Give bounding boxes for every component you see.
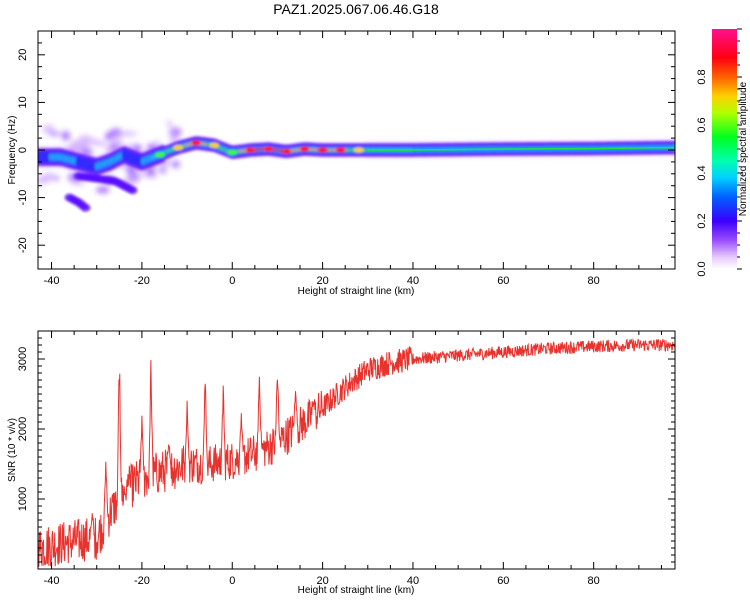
spectrogram-ytick-label: -20 — [17, 237, 29, 253]
spectrogram-scatter-cell — [95, 140, 108, 147]
snr-xtick-label: -40 — [44, 575, 60, 587]
spectrogram-scatter-cell — [129, 175, 138, 186]
spectrogram-scatter-cell — [142, 173, 150, 179]
snr-panel: -40 -20 0 20 40 60 80 1000 2000 3000 Height of st… — [7, 330, 676, 596]
spectrogram-xtick-label: -20 — [134, 275, 150, 287]
spectrogram-scatter-cell — [169, 135, 180, 144]
spectrogram-scatter-cell — [38, 175, 51, 185]
spectrogram-ylabel: Frequency (Hz) — [7, 116, 18, 185]
spectrogram-ticks: -40 -20 0 20 40 60 80 -20 -10 0 10 20 — [17, 30, 675, 287]
snr-xtick-label: 0 — [229, 575, 235, 587]
spectrogram-ridge-line — [367, 146, 675, 151]
spectrogram-ytick-label: -10 — [17, 190, 29, 206]
spectrogram-xtick-label: 80 — [588, 275, 600, 287]
spectrogram-scatter-cell — [73, 180, 86, 185]
spectrogram-hotspot — [263, 146, 274, 152]
spectrogram-hotspot — [281, 148, 292, 155]
snr-xtick-label: -20 — [134, 575, 150, 587]
spectrogram-scatter-cell — [159, 168, 167, 174]
colorbar: 0.0 0.2 0.4 0.6 0.8 Normalized spectral ampl… — [696, 28, 749, 277]
spectrogram-scatter-cell — [123, 130, 131, 136]
snr-ytick-label: 1000 — [17, 487, 29, 511]
snr-frame — [37, 330, 676, 570]
spectrogram-field — [38, 120, 675, 212]
spectrogram-hotspot — [173, 145, 184, 151]
snr-ylabel: SNR (10 * v/v) — [7, 418, 18, 482]
snr-xlabel: Height of straight line (km) — [298, 585, 415, 596]
spectrogram-scatter-cell — [171, 160, 180, 168]
spectrogram-xtick-label: -40 — [44, 275, 60, 287]
snr-xtick-label: 60 — [497, 575, 509, 587]
colorbar-tick-label: 0.6 — [696, 117, 708, 132]
spectrogram-scatter-cell — [164, 157, 172, 167]
spectrogram-scatter-cell — [75, 139, 88, 150]
spectrogram-secondary-cell — [127, 186, 138, 195]
spectrogram-scatter-cell — [61, 130, 70, 141]
spectrogram-ytick-label: 0 — [17, 147, 29, 153]
spectrogram-hotspot — [227, 149, 238, 155]
colorbar-ticks: 0.0 0.2 0.4 0.6 0.8 — [696, 28, 742, 277]
spectrogram-ytick-label: 20 — [17, 49, 29, 61]
spectrogram-hotspot — [209, 142, 220, 148]
spectrogram-xtick-label: 40 — [407, 275, 419, 287]
spectrogram-secondary-cell — [80, 203, 91, 212]
colorbar-tick-label: 0.8 — [696, 69, 708, 84]
figure-title: PAZ1.2025.067.06.46.G18 — [273, 1, 439, 17]
spectrogram-scatter-cell — [166, 120, 173, 128]
spectrogram-scatter-cell — [96, 186, 110, 194]
snr-series-line — [38, 338, 675, 567]
spectrogram-scatter-cell — [146, 166, 156, 177]
spectrogram-scatter-cell — [169, 129, 182, 136]
spectrogram-panel: -40 -20 0 20 40 60 80 -20 -10 0 10 20 Height of str… — [7, 30, 676, 297]
snr-xtick-label: 80 — [588, 575, 600, 587]
colorbar-label: Normalized spectral amplitude — [738, 81, 749, 216]
snr-xtick-label: 40 — [407, 575, 419, 587]
spectrogram-scatter-cell — [110, 128, 122, 136]
spectrogram-hotspot — [191, 140, 202, 146]
spectrogram-xtick-label: 0 — [229, 275, 235, 287]
spectrogram-hotspot — [335, 147, 346, 153]
spectrogram-hotspot — [353, 147, 364, 153]
colorbar-tick-label: 0.0 — [696, 261, 708, 276]
spectrogram-xlabel: Height of straight line (km) — [298, 286, 415, 297]
spectrogram-hotspot — [154, 152, 165, 158]
spectrogram-hotspot — [299, 146, 310, 152]
snr-ticks: -40 -20 0 20 40 60 80 1000 2000 3000 — [17, 330, 675, 587]
colorbar-gradient — [712, 29, 737, 269]
spectrogram-scatter-cell — [104, 132, 113, 141]
colorbar-tick-label: 0.4 — [696, 165, 708, 180]
spectrogram-ytick-label: 10 — [17, 96, 29, 108]
spectrogram-hotspot — [317, 147, 328, 153]
spectrogram-xtick-label: 60 — [497, 275, 509, 287]
snr-ytick-label: 2000 — [17, 417, 29, 441]
spectrogram-xtick-label: 20 — [316, 275, 328, 287]
spectrogram-scatter-cell — [110, 135, 121, 144]
snr-xtick-label: 20 — [316, 575, 328, 587]
spectrogram-scatter-cell — [42, 124, 55, 134]
colorbar-tick-label: 0.2 — [696, 213, 708, 228]
snr-ytick-label: 3000 — [17, 347, 29, 371]
spectrogram-hotspot — [245, 147, 256, 153]
snr-plot-area — [38, 338, 675, 567]
